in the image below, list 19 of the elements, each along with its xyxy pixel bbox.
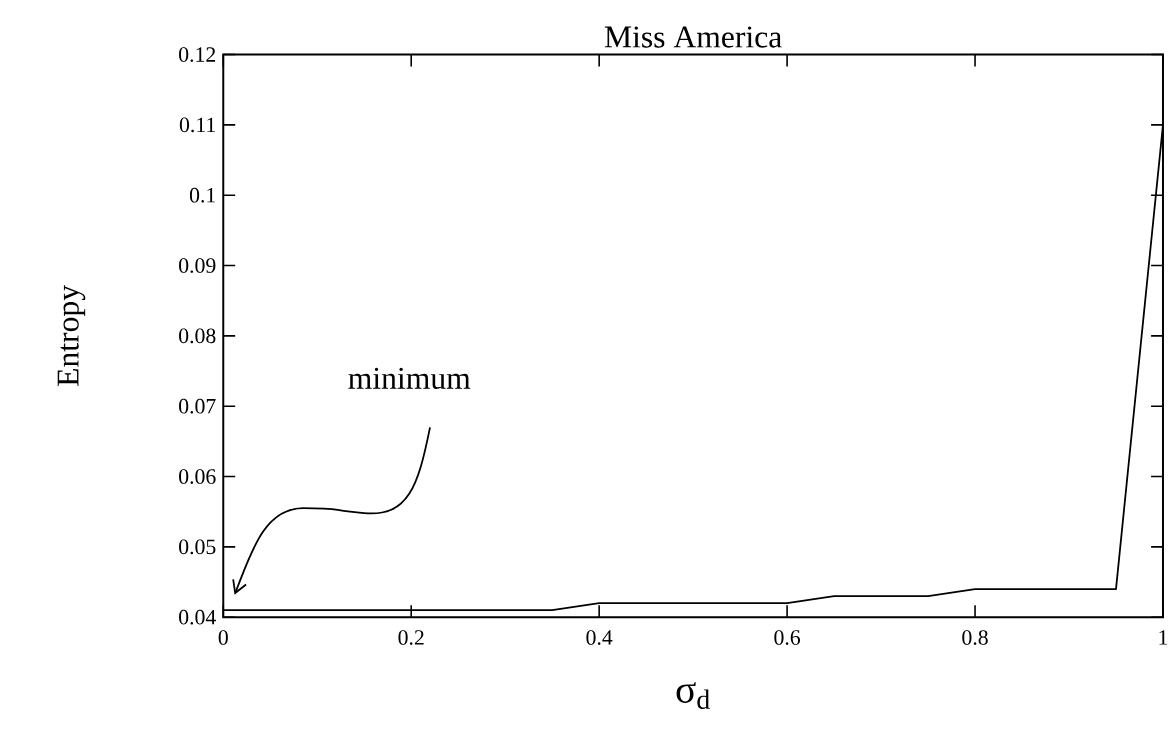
x-tick-label: 0.6 — [774, 630, 801, 645]
y-tick-label: 0.05 — [179, 539, 216, 555]
x-tick-label: 0.4 — [586, 630, 613, 645]
chart-title: Miss America — [604, 26, 782, 48]
x-axis-title: σ$_{d}$ — [676, 682, 710, 709]
x-tick-label: 0 — [218, 630, 228, 645]
y-tick-label: 0.06 — [179, 469, 216, 484]
y-tick-label: 0.04 — [179, 609, 216, 625]
y-tick-label: 0.09 — [179, 258, 216, 273]
x-tick-label: 0.8 — [962, 630, 988, 645]
y-tick-label: 0.12 — [179, 47, 216, 62]
x-tick-label: 1 — [1159, 630, 1168, 645]
y-tick-label: 0.11 — [179, 117, 215, 133]
y-tick-label: 0.1 — [189, 187, 215, 203]
y-axis-title: Entropy — [57, 284, 86, 386]
annotation: minimum — [348, 367, 471, 389]
y-tick-label: 0.07 — [179, 398, 216, 414]
y-tick-label: 0.08 — [179, 328, 216, 344]
x-tick-label: 0.2 — [398, 630, 424, 645]
